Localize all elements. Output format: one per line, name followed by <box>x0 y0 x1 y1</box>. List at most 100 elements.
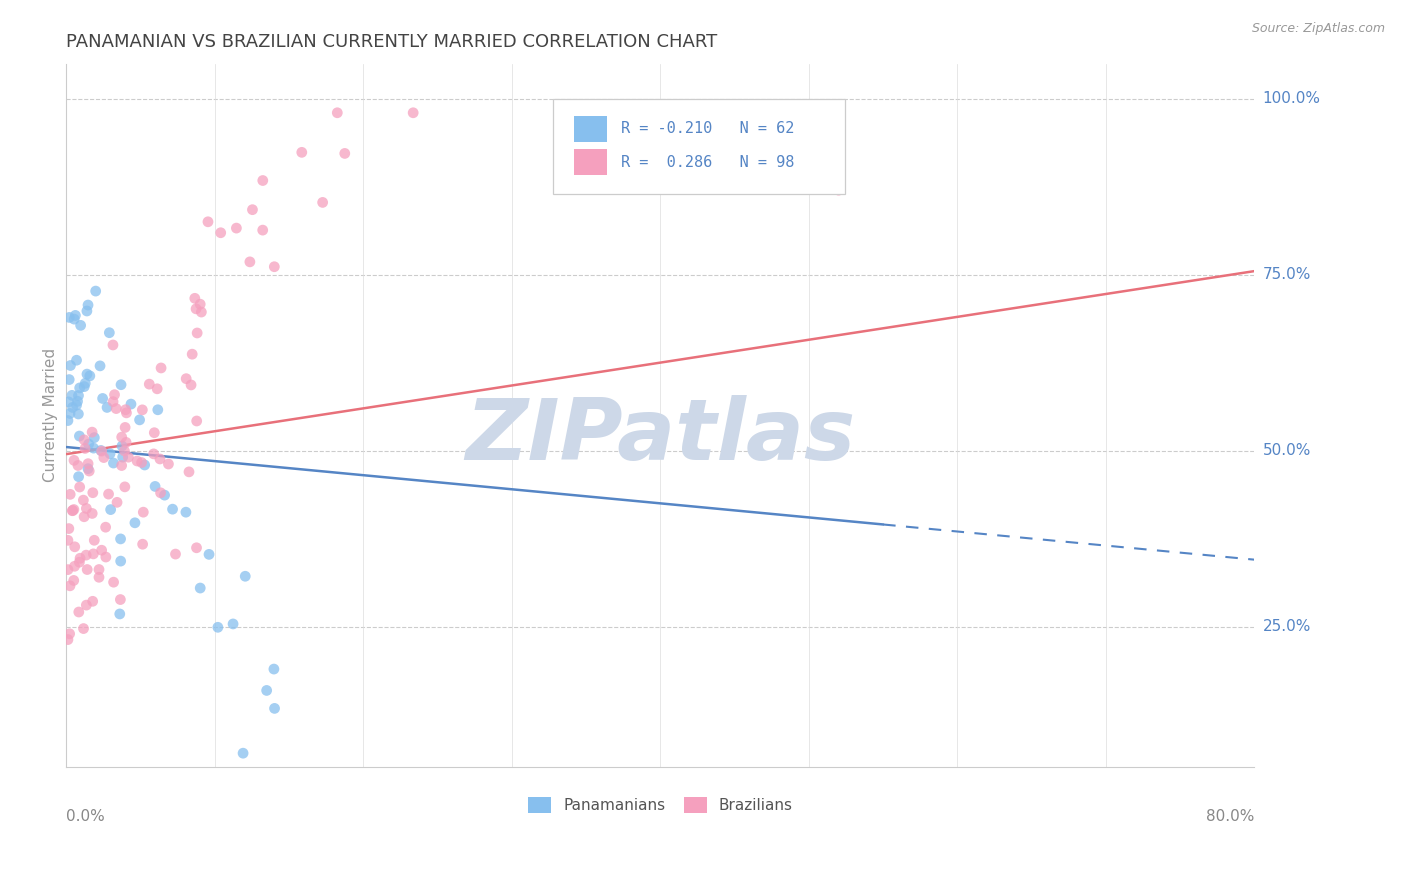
Point <box>67 605 90 619</box>
Text: 25.0%: 25.0% <box>1263 619 1310 634</box>
Point <box>59 579 82 593</box>
Point <box>181 347 204 361</box>
Point <box>146 382 169 396</box>
Point <box>62 503 84 517</box>
Point <box>87 562 110 576</box>
Point <box>143 425 166 440</box>
Point <box>207 620 229 634</box>
Point <box>90 443 112 458</box>
Point <box>115 406 138 420</box>
Point <box>103 456 125 470</box>
Point <box>256 683 278 698</box>
Point <box>65 398 87 412</box>
Point <box>105 401 128 416</box>
Point <box>76 562 98 576</box>
Point <box>63 502 86 516</box>
Point <box>186 326 208 340</box>
Point <box>225 221 247 235</box>
Point <box>402 105 425 120</box>
Point <box>124 516 146 530</box>
Point <box>105 495 128 509</box>
Point <box>138 377 160 392</box>
Point <box>252 173 274 187</box>
Point <box>127 454 149 468</box>
Point <box>97 487 120 501</box>
Point <box>111 439 134 453</box>
Point <box>146 402 169 417</box>
Point <box>56 563 79 577</box>
Point <box>83 441 105 455</box>
Point <box>67 429 90 443</box>
Point <box>62 401 84 415</box>
Point <box>58 395 80 409</box>
Point <box>62 574 84 588</box>
Point <box>66 458 89 473</box>
Text: 0.0%: 0.0% <box>66 810 105 824</box>
Point <box>98 447 121 461</box>
Point <box>114 443 136 458</box>
Point <box>242 202 264 217</box>
Point <box>89 359 111 373</box>
Point <box>98 326 121 340</box>
Point <box>333 146 356 161</box>
Point <box>67 469 90 483</box>
Text: ZIPatlas: ZIPatlas <box>465 395 855 478</box>
Point <box>58 373 80 387</box>
Point <box>149 485 172 500</box>
Point <box>63 312 86 326</box>
Point <box>263 260 285 274</box>
Point <box>239 255 262 269</box>
Point <box>131 402 153 417</box>
Point <box>79 368 101 383</box>
Point <box>75 598 97 612</box>
Point <box>180 378 202 392</box>
Point <box>100 502 122 516</box>
Point <box>110 592 132 607</box>
Point <box>82 507 104 521</box>
Point <box>75 501 97 516</box>
Point <box>82 547 104 561</box>
Point <box>73 442 96 456</box>
Point <box>73 379 96 393</box>
Point <box>58 522 80 536</box>
FancyBboxPatch shape <box>554 99 845 194</box>
Point <box>132 505 155 519</box>
Point <box>233 569 256 583</box>
Point <box>75 548 97 562</box>
Point <box>184 301 207 316</box>
Point <box>186 414 208 428</box>
Point <box>82 594 104 608</box>
Point <box>110 377 132 392</box>
Point <box>232 746 254 760</box>
Text: 100.0%: 100.0% <box>1263 91 1320 106</box>
Point <box>827 183 849 197</box>
Point <box>115 435 138 450</box>
Point <box>63 453 86 467</box>
Point <box>59 407 82 421</box>
Point <box>73 509 96 524</box>
Point <box>82 485 104 500</box>
Point <box>76 367 98 381</box>
Point <box>114 402 136 417</box>
Point <box>177 465 200 479</box>
Point <box>72 622 94 636</box>
Point <box>186 541 208 555</box>
Legend: Panamanians, Brazilians: Panamanians, Brazilians <box>522 791 799 820</box>
Point <box>311 195 333 210</box>
Point <box>162 502 184 516</box>
Text: 50.0%: 50.0% <box>1263 443 1310 458</box>
Point <box>101 394 124 409</box>
Point <box>263 701 285 715</box>
Point <box>291 145 314 160</box>
Point <box>60 388 83 402</box>
Point <box>134 458 156 472</box>
Point <box>111 430 134 444</box>
Point <box>96 401 118 415</box>
Point <box>188 581 211 595</box>
Point <box>149 452 172 467</box>
Point <box>111 450 134 464</box>
Point <box>157 457 180 471</box>
Point <box>87 570 110 584</box>
Point <box>103 387 125 401</box>
Point <box>56 413 79 427</box>
